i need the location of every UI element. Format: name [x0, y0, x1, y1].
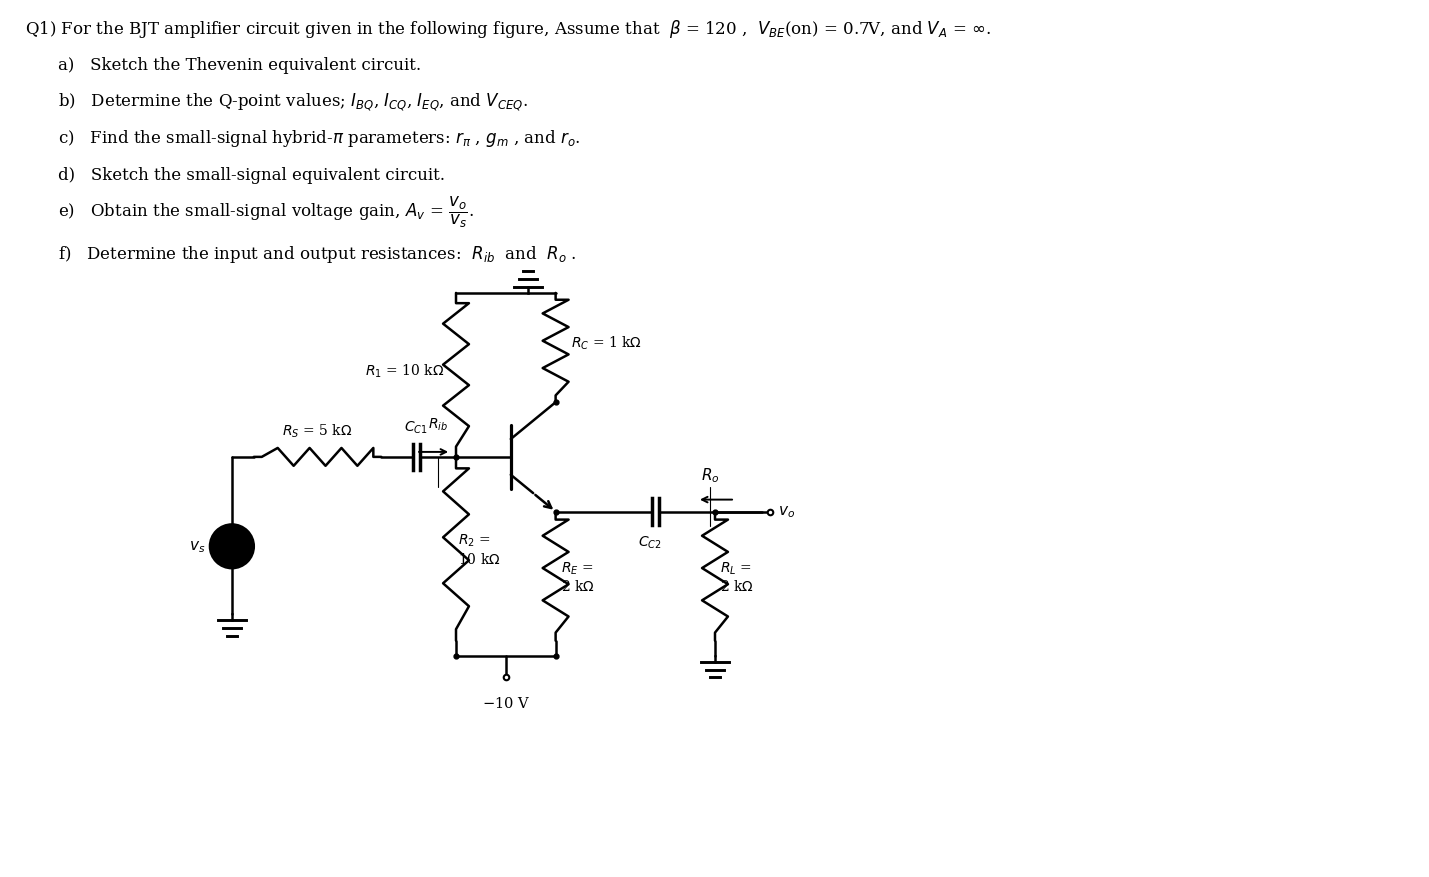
Text: $R_2$ =
10 k$\Omega$: $R_2$ = 10 k$\Omega$	[459, 532, 500, 566]
Text: $R_1$ = 10 k$\Omega$: $R_1$ = 10 k$\Omega$	[364, 362, 444, 379]
Text: $R_o$: $R_o$	[700, 466, 719, 484]
Text: $R_C$ = 1 k$\Omega$: $R_C$ = 1 k$\Omega$	[570, 334, 642, 352]
Text: e)   Obtain the small-signal voltage gain, $A_v$ = $\dfrac{v_o}{v_s}$.: e) Obtain the small-signal voltage gain,…	[57, 195, 473, 230]
Text: c)   Find the small-signal hybrid-$\pi$ parameters: $r_{\pi}$ , $g_m$ , and $r_o: c) Find the small-signal hybrid-$\pi$ pa…	[57, 128, 580, 149]
Text: a)   Sketch the Thevenin equivalent circuit.: a) Sketch the Thevenin equivalent circui…	[57, 57, 420, 74]
Text: Q1) For the BJT amplifier circuit given in the following figure, Assume that  $\: Q1) For the BJT amplifier circuit given …	[24, 18, 990, 39]
Text: $R_E$ =
2 k$\Omega$: $R_E$ = 2 k$\Omega$	[560, 560, 594, 594]
Text: $C_{C1}$: $C_{C1}$	[404, 419, 429, 436]
Text: d)   Sketch the small-signal equivalent circuit.: d) Sketch the small-signal equivalent ci…	[57, 167, 444, 184]
Text: $v_o$: $v_o$	[777, 504, 795, 520]
Text: $C_{C2}$: $C_{C2}$	[639, 534, 662, 550]
Text: $v_s$: $v_s$	[189, 538, 206, 554]
Text: $R_S$ = 5 k$\Omega$: $R_S$ = 5 k$\Omega$	[283, 422, 353, 439]
Text: $R_{ib}$: $R_{ib}$	[429, 417, 449, 432]
Text: +: +	[227, 533, 237, 546]
Text: −: −	[226, 547, 239, 562]
Text: $-$10 V: $-$10 V	[482, 695, 530, 710]
Text: b)   Determine the Q-point values; $I_{BQ}$, $I_{CQ}$, $I_{EQ}$, and $V_{CEQ}$.: b) Determine the Q-point values; $I_{BQ}…	[57, 91, 527, 113]
Text: f)   Determine the input and output resistances:  $R_{ib}$  and  $R_o$ .: f) Determine the input and output resist…	[57, 244, 576, 264]
Circle shape	[210, 524, 254, 568]
Text: $R_L$ =
2 k$\Omega$: $R_L$ = 2 k$\Omega$	[720, 560, 753, 594]
